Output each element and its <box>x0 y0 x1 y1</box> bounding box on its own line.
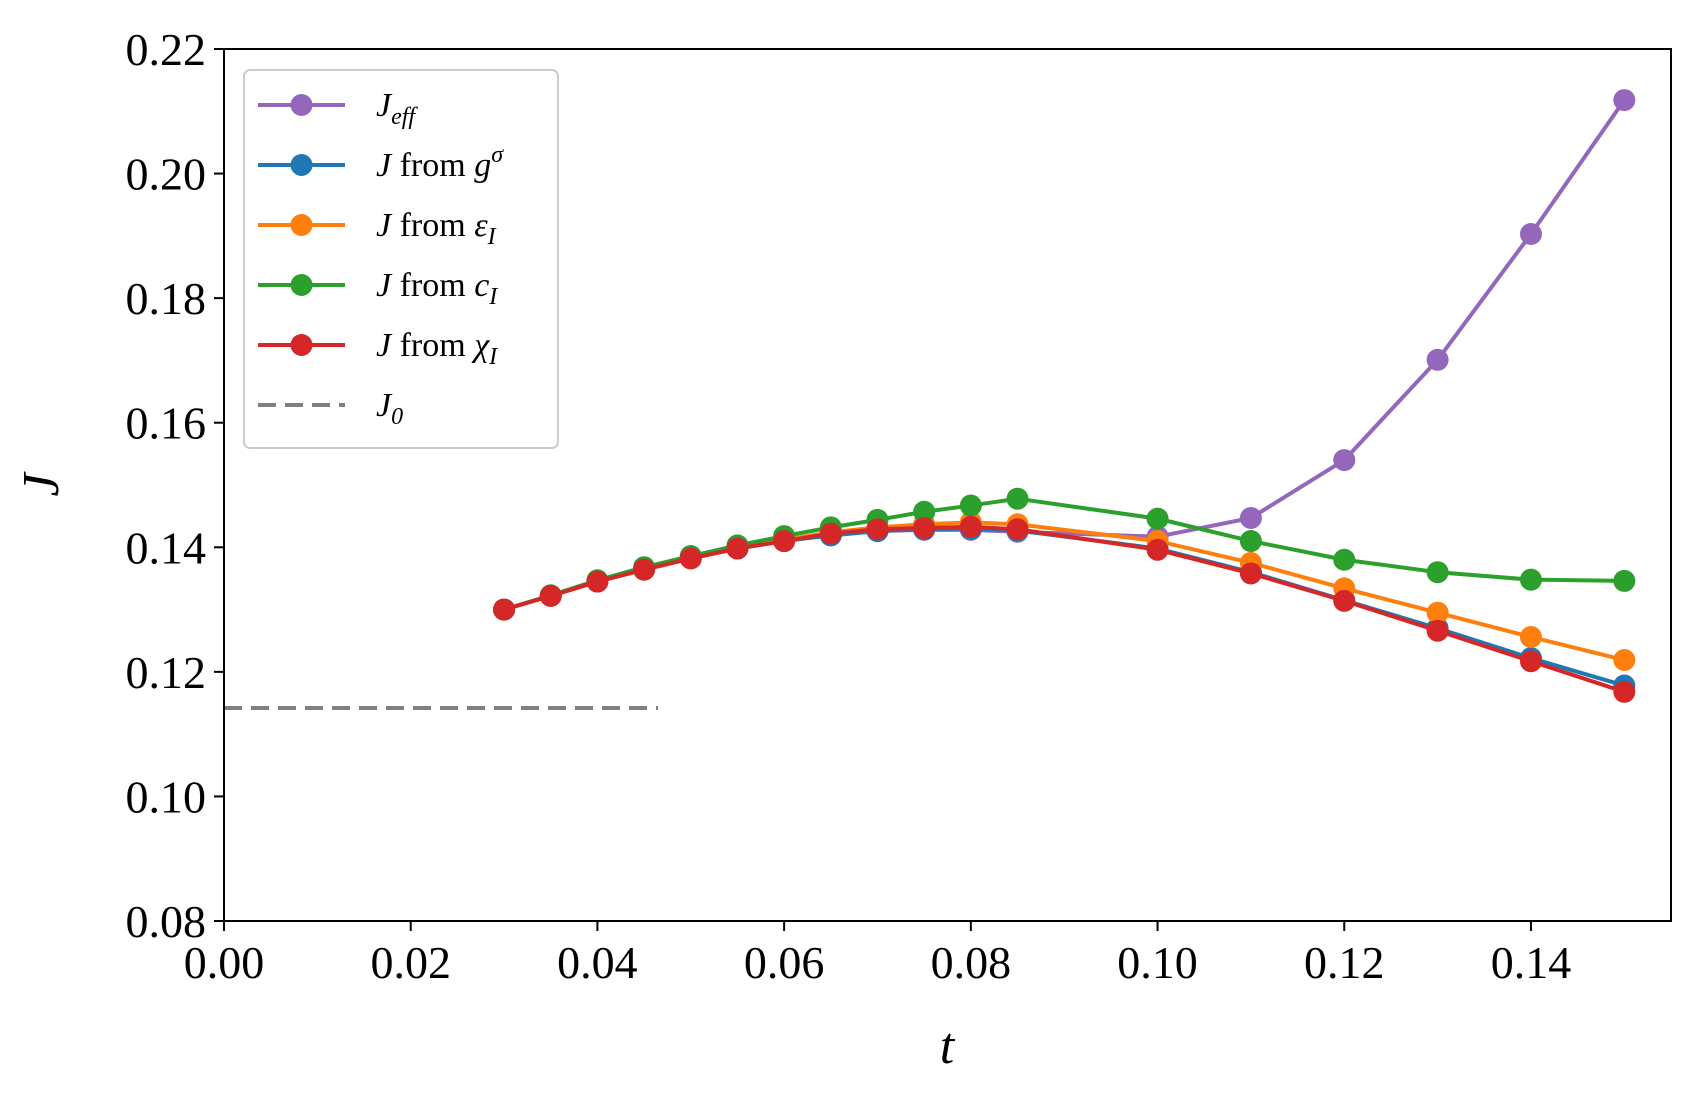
data-point <box>1333 449 1356 472</box>
y-tick-label: 0.08 <box>126 896 207 947</box>
y-tick-label: 0.22 <box>126 24 207 75</box>
legend-label: J from εI​ <box>376 207 497 250</box>
data-point <box>1426 601 1449 624</box>
series-line <box>503 98 1626 612</box>
legend-swatch-marker <box>290 214 313 236</box>
legend-label: Jeff​ <box>376 87 418 130</box>
data-point <box>1006 487 1029 510</box>
data-point <box>1519 222 1542 245</box>
x-tick-label: 0.12 <box>1304 937 1385 988</box>
legend-item-j-0: J0​ <box>258 387 403 430</box>
data-point <box>1613 680 1636 703</box>
y-tick-label: 0.14 <box>126 522 207 573</box>
data-point <box>1146 538 1169 561</box>
legend-label: J from cI​ <box>376 267 498 310</box>
x-tick-label: 0.06 <box>744 937 825 988</box>
series-line <box>503 526 1625 688</box>
x-axis-label: t <box>940 1018 956 1075</box>
data-point <box>773 530 796 553</box>
data-point <box>1239 507 1262 530</box>
data-point <box>1239 530 1262 553</box>
data-point <box>866 518 889 541</box>
x-tick-label: 0.04 <box>557 937 638 988</box>
legend-item-j-from-chi-i: J from χI​ <box>258 327 498 370</box>
data-point <box>633 558 656 581</box>
y-tick-label: 0.20 <box>126 149 207 200</box>
series-j-from-c-i <box>493 487 1636 621</box>
series-line <box>503 524 1625 694</box>
data-point <box>1333 548 1356 571</box>
legend-item-j-eff: Jeff​ <box>258 87 418 130</box>
data-point <box>1426 619 1449 642</box>
data-point <box>1426 561 1449 584</box>
data-point <box>1519 568 1542 591</box>
x-tick-label: 0.08 <box>931 937 1012 988</box>
data-point <box>1613 89 1636 112</box>
data-point <box>679 547 702 570</box>
legend-item-j-from-epsilon-i: J from εI​ <box>258 207 497 250</box>
series-line <box>503 496 1625 612</box>
x-tick-label: 0.10 <box>1117 937 1198 988</box>
data-point <box>1519 650 1542 673</box>
x-tick-label: 0.00 <box>184 937 265 988</box>
legend-item-j-from-g-sigma: J from gσ​ <box>258 142 504 184</box>
legend-swatch-marker <box>290 154 313 176</box>
data-point <box>1006 518 1029 541</box>
series-j-from-g-sigma <box>493 517 1636 697</box>
data-point <box>539 584 562 607</box>
legend-swatch-marker <box>290 274 313 296</box>
legend-label: J from gσ​ <box>376 142 504 184</box>
x-tick-label: 0.02 <box>370 937 451 988</box>
series-line <box>503 520 1625 662</box>
data-point <box>1426 348 1449 371</box>
data-point <box>819 522 842 545</box>
data-point <box>1333 589 1356 612</box>
x-tick-label: 0.14 <box>1491 937 1572 988</box>
y-axis-label: J <box>13 471 70 497</box>
plot-area-frame <box>223 48 1672 922</box>
y-tick-label: 0.18 <box>126 273 207 324</box>
y-axis: 0.08 0.10 0.12 0.14 0.16 0.18 0.20 0.22 <box>126 24 224 947</box>
y-tick-label: 0.10 <box>126 771 207 822</box>
y-tick-label: 0.16 <box>126 398 207 449</box>
legend-swatch-marker <box>290 334 313 356</box>
data-point <box>1239 562 1262 585</box>
data-point <box>493 598 516 621</box>
data-point <box>726 537 749 560</box>
series-layer <box>224 89 1636 710</box>
legend-label: J from χI​ <box>376 327 498 370</box>
data-point <box>913 500 936 523</box>
data-point <box>959 515 982 538</box>
data-point <box>913 516 936 539</box>
data-point <box>1146 507 1169 530</box>
data-point <box>1613 649 1636 672</box>
data-point <box>1613 569 1636 592</box>
x-axis: 0.00 0.02 0.04 0.06 0.08 0.10 0.12 0.14 <box>184 921 1571 988</box>
legend-item-j-from-c-i: J from cI​ <box>258 267 498 310</box>
data-point <box>959 494 982 517</box>
data-point <box>586 570 609 593</box>
series-j-eff <box>493 89 1636 621</box>
legend: Jeff​ J from gσ​ J from εI​ J from cI​ J fro… <box>243 69 559 449</box>
legend-swatch-marker <box>290 94 313 116</box>
legend-label: J0​ <box>376 387 403 430</box>
data-point <box>1519 625 1542 648</box>
series-j-from-chi-i <box>493 515 1636 703</box>
y-tick-label: 0.12 <box>126 647 207 698</box>
